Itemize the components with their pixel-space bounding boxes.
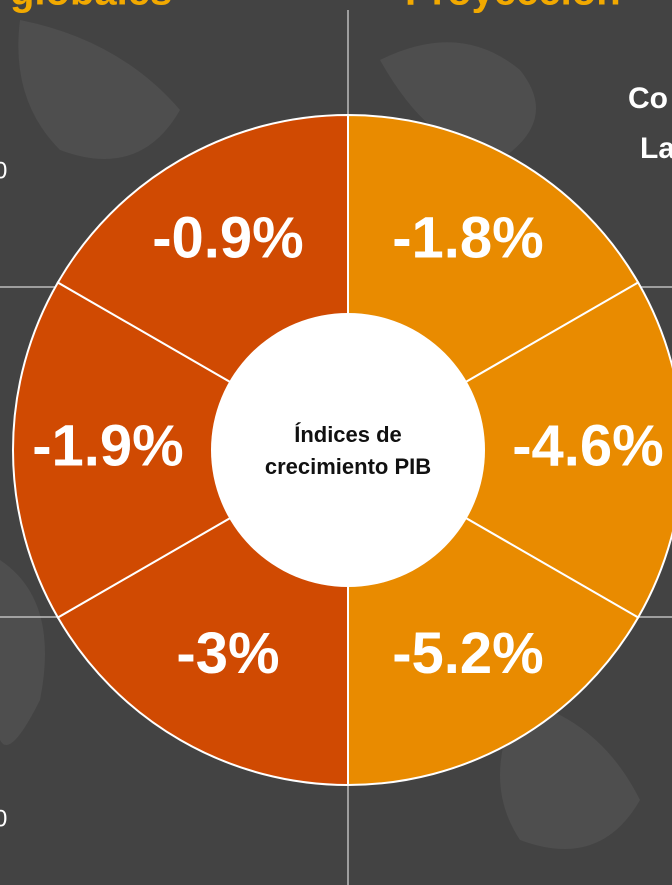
landmass: [0, 560, 45, 745]
segment-label: -5.2%: [392, 621, 544, 686]
segment-label: -4.6%: [512, 413, 664, 478]
center-label: Índices de: [294, 422, 402, 447]
segment-label: -3%: [176, 621, 279, 686]
donut-hole: [211, 313, 485, 587]
segment-label: -1.8%: [392, 205, 544, 270]
map-texture: [0, 20, 640, 849]
donut-segment: [345, 281, 672, 619]
side-text: 0: [0, 805, 7, 832]
header-right-title: Proyeccion: [405, 0, 621, 14]
landmass: [18, 20, 180, 159]
donut-segment: [12, 281, 350, 619]
side-text: La: [640, 132, 672, 165]
side-text: 0: [0, 157, 7, 184]
side-text: Co: [628, 82, 668, 115]
center-label: crecimiento PIB: [265, 454, 431, 479]
header-left-title: globales: [10, 0, 172, 14]
landmass: [500, 700, 640, 849]
segment-label: -1.9%: [32, 413, 184, 478]
segment-label: -0.9%: [152, 205, 304, 270]
donut: -1.8% -4.6% -5.2% -3% -1.9% -0.9% Índices de cr…: [12, 113, 672, 787]
landmass: [380, 42, 536, 160]
